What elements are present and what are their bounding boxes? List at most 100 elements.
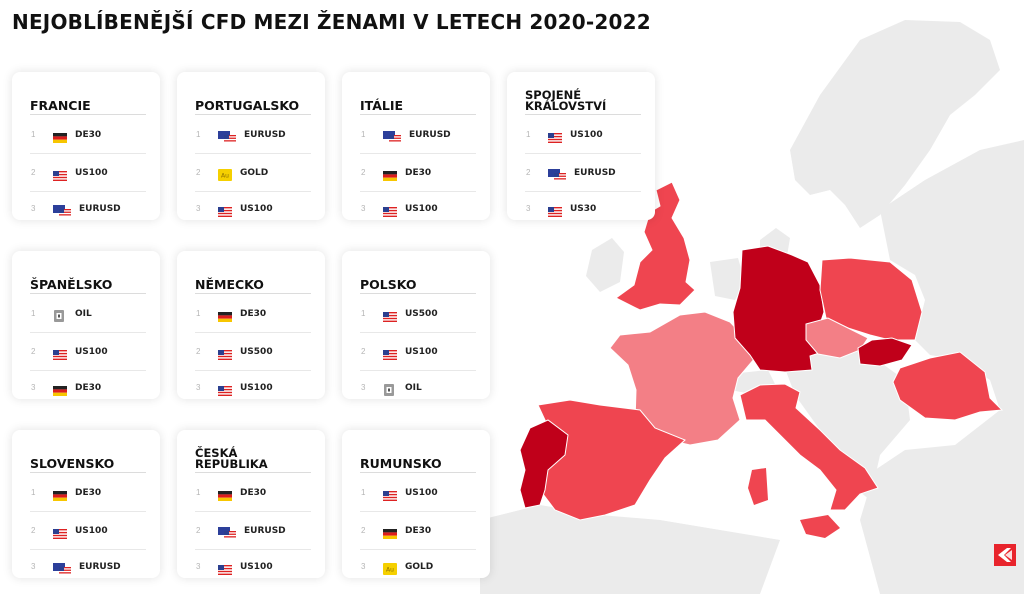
rank: 3	[31, 562, 36, 571]
symbol: EURUSD	[244, 525, 286, 536]
usa-flag-icon	[383, 488, 397, 501]
usa-flag-icon	[218, 562, 232, 575]
rank: 3	[196, 204, 201, 213]
symbol: DE30	[75, 129, 102, 140]
country-slovakia	[857, 337, 913, 367]
symbol: EURUSD	[409, 129, 451, 140]
list-item: 3 US100	[360, 190, 476, 227]
card-title: ŠPANĚLSKO	[30, 263, 146, 294]
list-item: 3 EURUSD	[30, 190, 146, 227]
rank: 1	[196, 130, 201, 139]
country-card-polsko: POLSKO 1 US500 2 US100 3 OIL	[342, 251, 490, 399]
country-card-rumunsko: RUMUNSKO 1 US100 2 DE30 3 Au GOLD	[342, 430, 490, 578]
europe-map	[480, 20, 1024, 594]
svg-text:Au: Au	[386, 566, 394, 573]
symbol: EURUSD	[574, 167, 616, 178]
eu-usa-flag-icon	[53, 204, 71, 217]
rank: 2	[196, 168, 201, 177]
list-item: 2 US100	[360, 333, 476, 371]
rank: 3	[196, 562, 201, 571]
list-item: 1 US500	[360, 295, 476, 333]
symbol: US100	[405, 487, 438, 498]
symbol: US100	[405, 203, 438, 214]
symbol: DE30	[405, 525, 432, 536]
rank: 2	[31, 168, 36, 177]
symbol: US500	[240, 346, 273, 357]
rank: 3	[31, 204, 36, 213]
oil-icon	[383, 383, 397, 396]
rank: 3	[361, 204, 366, 213]
symbol: OIL	[75, 308, 92, 319]
rank: 1	[31, 130, 36, 139]
symbol: US100	[240, 203, 273, 214]
country-card-portugalsko: PORTUGALSKO 1 EURUSD 2 Au GOLD 3 US100	[177, 72, 325, 220]
country-card-francie: FRANCIE 1 DE30 2 US100 3 EURUSD	[12, 72, 160, 220]
list-item: 3 US100	[195, 548, 311, 585]
germany-flag-icon	[53, 383, 67, 396]
usa-flag-icon	[218, 347, 232, 360]
country-portugal	[519, 419, 569, 509]
list-item: 3 US30	[525, 190, 641, 227]
list-item: 1 DE30	[195, 474, 311, 512]
list-item: 1 DE30	[30, 116, 146, 154]
germany-flag-icon	[383, 168, 397, 181]
germany-flag-icon	[218, 488, 232, 501]
symbol: GOLD	[240, 167, 269, 178]
rank: 1	[361, 130, 366, 139]
country-romania	[892, 351, 1004, 421]
country-uk	[615, 181, 696, 311]
country-card-spojene-kralovstvi: SPOJENÉ KRÁLOVSTVÍ 1 US100 2 EURUSD 3 US…	[507, 72, 655, 220]
usa-flag-icon	[383, 204, 397, 217]
usa-flag-icon	[383, 347, 397, 360]
country-italy-sardinia	[748, 468, 768, 505]
list-item: 3 US100	[195, 369, 311, 406]
symbol: US100	[570, 129, 603, 140]
page-title: NEJOBLÍBENĚJŠÍ CFD MEZI ŽENAMI V LETECH …	[12, 10, 651, 34]
symbol: US100	[240, 561, 273, 572]
list-item: 2 US100	[30, 512, 146, 550]
list-item: 1 US100	[360, 474, 476, 512]
symbol: EURUSD	[79, 203, 121, 214]
list-item: 2 US100	[30, 333, 146, 371]
svg-text:Au: Au	[221, 172, 229, 179]
card-title: SPOJENÉ KRÁLOVSTVÍ	[525, 84, 641, 115]
card-title: ITÁLIE	[360, 84, 476, 115]
list-item: 2 US500	[195, 333, 311, 371]
usa-flag-icon	[218, 204, 232, 217]
list-item: 1 DE30	[195, 295, 311, 333]
usa-flag-icon	[548, 204, 562, 217]
symbol: US100	[75, 346, 108, 357]
list-item: 2 DE30	[360, 154, 476, 192]
rank: 2	[361, 347, 366, 356]
germany-flag-icon	[218, 309, 232, 322]
symbol: DE30	[405, 167, 432, 178]
symbol: US100	[405, 346, 438, 357]
eu-usa-flag-icon	[383, 130, 401, 143]
rank: 3	[526, 204, 531, 213]
symbol: DE30	[240, 487, 267, 498]
country-italy	[739, 383, 879, 511]
usa-flag-icon	[548, 130, 562, 143]
germany-flag-icon	[53, 130, 67, 143]
usa-flag-icon	[53, 526, 67, 539]
gold-icon: Au	[218, 168, 232, 181]
germany-flag-icon	[383, 526, 397, 539]
rank: 3	[31, 383, 36, 392]
rank: 1	[361, 488, 366, 497]
rank: 1	[31, 488, 36, 497]
list-item: 2 DE30	[360, 512, 476, 550]
symbol: DE30	[75, 487, 102, 498]
list-item: 1 EURUSD	[195, 116, 311, 154]
country-card-slovensko: SLOVENSKO 1 DE30 2 US100 3 EURUSD	[12, 430, 160, 578]
card-title: POLSKO	[360, 263, 476, 294]
rank: 2	[31, 347, 36, 356]
eu-usa-flag-icon	[548, 168, 566, 181]
list-item: 2 Au GOLD	[195, 154, 311, 192]
card-title: PORTUGALSKO	[195, 84, 311, 115]
country-poland	[819, 257, 923, 341]
symbol: DE30	[75, 382, 102, 393]
card-title: NĚMECKO	[195, 263, 311, 294]
rank: 1	[196, 488, 201, 497]
symbol: GOLD	[405, 561, 434, 572]
list-item: 3 DE30	[30, 369, 146, 406]
